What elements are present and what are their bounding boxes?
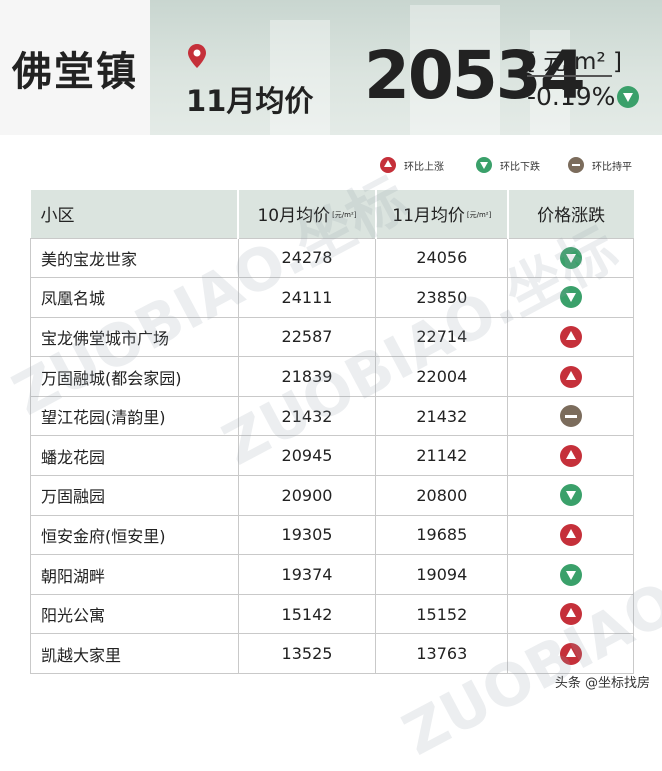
table-row: 恒安金府(恒安里) 19305 19685 (30, 514, 634, 555)
community-name: 凤凰名城 (30, 277, 239, 318)
down-arrow-icon (617, 86, 639, 108)
up-arrow-icon (559, 365, 582, 388)
community-name: 美的宝龙世家 (30, 237, 239, 278)
price-change-cell (507, 237, 634, 278)
price-change-cell (507, 277, 634, 318)
town-name: 佛堂镇 (12, 48, 138, 95)
price-change-cell (507, 554, 634, 595)
table-header-row: 小区 10月均价 [元/m²] 11月均价 [元/m²] 价格涨跌 (30, 190, 634, 238)
legend-down: 环比下跌 (476, 155, 540, 175)
table-row: 阳光公寓 15142 15152 (30, 593, 634, 634)
nov-price: 21142 (375, 435, 509, 476)
table-row: 凯越大家里 13525 13763 (30, 633, 634, 675)
price-change-cell (507, 316, 634, 357)
town-name-box: 佛堂镇 (0, 0, 150, 135)
header-oct-label: 10月均价 (257, 206, 331, 227)
legend-down-label: 环比下跌 (500, 161, 540, 173)
community-name: 万固融园 (30, 475, 239, 516)
legend-flat: 环比持平 (568, 155, 632, 175)
down-arrow-icon (559, 484, 582, 507)
month-average-label: 11月均价 (186, 84, 314, 118)
price-change-cell (507, 356, 634, 397)
down-arrow-icon (559, 246, 582, 269)
unit-divider (527, 75, 612, 77)
community-name: 万固融城(都会家园) (30, 356, 239, 397)
table-row: 蟠龙花园 20945 21142 (30, 435, 634, 476)
price-change-percent: -0.19% (527, 82, 616, 111)
up-arrow-icon (559, 444, 582, 467)
header-banner: 佛堂镇 11月均价 20534 [ 元/m² ] -0.19% (0, 0, 662, 135)
oct-price: 22587 (238, 316, 377, 357)
price-change-cell (507, 514, 634, 555)
table-row: 宝龙佛堂城市广场 22587 22714 (30, 316, 634, 357)
nov-price: 19685 (375, 514, 509, 555)
legend-up-label: 环比上涨 (404, 161, 444, 173)
community-name: 阳光公寓 (30, 593, 239, 634)
header-background-photo (150, 0, 662, 135)
community-name: 凯越大家里 (30, 633, 239, 675)
flat-dash-icon (559, 405, 582, 428)
price-change-cell (507, 475, 634, 516)
up-arrow-icon (559, 325, 582, 348)
location-pin-icon (188, 44, 206, 68)
community-name: 恒安金府(恒安里) (30, 514, 239, 555)
table-row: 万固融园 20900 20800 (30, 475, 634, 516)
oct-price: 24278 (238, 237, 377, 278)
up-arrow-icon (559, 603, 582, 626)
price-change-cell (507, 633, 634, 675)
oct-price: 13525 (238, 633, 377, 675)
table-row: 美的宝龙世家 24278 24056 (30, 237, 634, 278)
oct-price: 24111 (238, 277, 377, 318)
nov-price: 13763 (375, 633, 509, 675)
header-name: 小区 (30, 190, 240, 238)
down-arrow-icon (476, 157, 492, 173)
header-nov-unit: [元/m²] (466, 211, 492, 220)
table-row: 朝阳湖畔 19374 19094 (30, 554, 634, 595)
nov-price: 19094 (375, 554, 509, 595)
community-name: 蟠龙花园 (30, 435, 239, 476)
nov-price: 20800 (375, 475, 509, 516)
nov-price: 22714 (375, 316, 509, 357)
community-name: 宝龙佛堂城市广场 (30, 316, 239, 357)
up-arrow-icon (380, 157, 396, 173)
flat-dash-icon (568, 157, 584, 173)
nov-price: 15152 (375, 593, 509, 634)
legend-up: 环比上涨 (380, 155, 444, 175)
legend-flat-label: 环比持平 (592, 161, 632, 173)
oct-price: 21839 (238, 356, 377, 397)
header-oct-unit: [元/m²] (332, 211, 357, 220)
down-arrow-icon (559, 563, 582, 586)
oct-price: 19305 (238, 514, 377, 555)
nov-price: 22004 (375, 356, 509, 397)
oct-price: 20945 (238, 435, 377, 476)
price-change-cell (507, 435, 634, 476)
community-name: 朝阳湖畔 (30, 554, 239, 595)
oct-price: 20900 (238, 475, 377, 516)
price-table: 小区 10月均价 [元/m²] 11月均价 [元/m²] 价格涨跌 美的宝龙世家 24… (30, 190, 634, 675)
community-name: 望江花园(清韵里) (30, 395, 239, 436)
oct-price: 21432 (238, 395, 377, 436)
price-unit: [ 元/m² ] (527, 49, 622, 75)
table-row: 凤凰名城 24111 23850 (30, 277, 634, 318)
oct-price: 19374 (238, 554, 377, 595)
down-arrow-icon (559, 286, 582, 309)
up-arrow-icon (559, 642, 582, 665)
oct-price: 15142 (238, 593, 377, 634)
table-row: 万固融城(都会家园) 21839 22004 (30, 356, 634, 397)
header-change: 价格涨跌 (507, 190, 634, 238)
nov-price: 23850 (375, 277, 509, 318)
price-change-cell (507, 593, 634, 634)
nov-price: 24056 (375, 237, 509, 278)
up-arrow-icon (559, 523, 582, 546)
header-oct: 10月均价 [元/m²] (238, 190, 377, 238)
header-nov-label: 11月均价 (392, 206, 465, 227)
table-row: 望江花园(清韵里) 21432 21432 (30, 395, 634, 436)
footer-credit: 头条 @坐标找房 (554, 676, 650, 691)
header-nov: 11月均价 [元/m²] (375, 190, 509, 238)
nov-price: 21432 (375, 395, 509, 436)
price-change-cell (507, 395, 634, 436)
